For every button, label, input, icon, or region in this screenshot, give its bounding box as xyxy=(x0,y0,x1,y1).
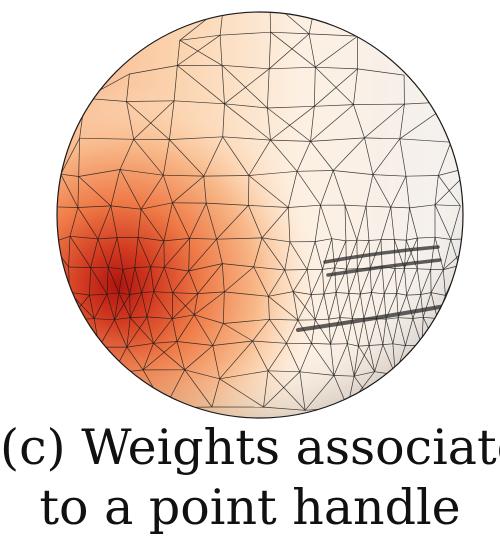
sphere-body xyxy=(0,0,500,420)
mesh-edge xyxy=(354,104,405,105)
mesh-edge xyxy=(285,270,307,271)
mesh-edge xyxy=(130,295,131,318)
mesh-edge xyxy=(405,268,418,269)
sphere-mesh-render xyxy=(0,0,500,420)
mesh-edge xyxy=(311,294,324,295)
caption-line-2: to a point handle xyxy=(0,478,500,538)
caption-line-1: (c) Weights associated xyxy=(0,418,500,478)
figure-caption: (c) Weights associated to a point handle xyxy=(0,418,500,538)
mesh-edge xyxy=(346,241,347,269)
mesh-edge xyxy=(248,176,249,206)
mesh-edge xyxy=(394,240,406,241)
